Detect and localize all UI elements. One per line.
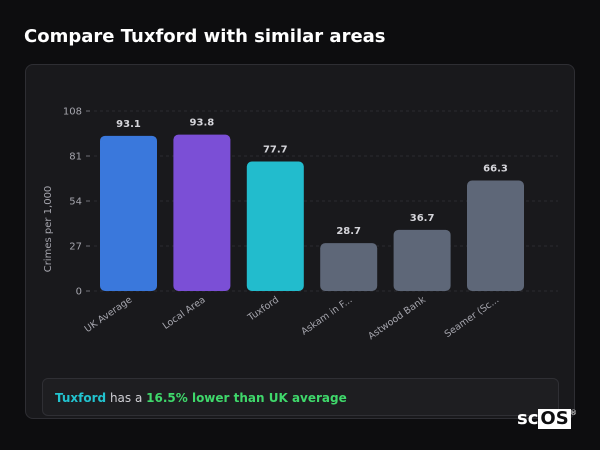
bar[interactable] bbox=[246, 161, 304, 292]
bar[interactable] bbox=[467, 180, 524, 292]
page-title: Compare Tuxford with similar areas bbox=[24, 26, 386, 47]
comparison-card: 0 27 54 81 108 Crimes per 1,000 93.1 93.8 77.7… bbox=[25, 64, 575, 419]
scos-logo: sc OS ® bbox=[517, 408, 577, 430]
logo-prefix: sc bbox=[517, 408, 539, 429]
y-axis-label: Crimes per 1,000 bbox=[43, 186, 54, 273]
y-tick-label: 81 bbox=[69, 152, 82, 163]
summary-middle-text: has a bbox=[106, 391, 147, 405]
summary-difference: 16.5% lower than UK average bbox=[146, 391, 347, 405]
bar[interactable] bbox=[100, 135, 157, 291]
summary-box: Tuxford has a 16.5% lower than UK averag… bbox=[42, 378, 559, 416]
data-labels: 93.1 93.8 77.7 28.7 36.7 66.3 bbox=[116, 118, 508, 238]
bar[interactable] bbox=[393, 229, 451, 291]
data-label: 28.7 bbox=[336, 226, 361, 237]
x-tick-label: Askam in F... bbox=[299, 294, 354, 337]
logo-registered-mark: ® bbox=[570, 409, 577, 417]
crime-comparison-chart: 0 27 54 81 108 Crimes per 1,000 93.1 93.8 77.7… bbox=[43, 107, 558, 342]
y-tick-label: 54 bbox=[69, 197, 82, 208]
bar[interactable] bbox=[320, 243, 378, 291]
x-tick-label: Tuxford bbox=[245, 294, 281, 324]
y-axis-ticks: 0 27 54 81 108 bbox=[63, 107, 90, 298]
data-label: 77.7 bbox=[263, 145, 288, 156]
summary-area-name: Tuxford bbox=[55, 391, 107, 405]
data-label: 36.7 bbox=[410, 213, 435, 224]
x-tick-label: Seamer (Sc... bbox=[443, 294, 502, 340]
bars bbox=[100, 134, 524, 292]
x-axis-ticks: UK Average Local Area Tuxford Askam in F...… bbox=[83, 294, 502, 342]
data-label: 93.1 bbox=[116, 119, 141, 130]
x-tick-label: Astwood Bank bbox=[366, 294, 428, 342]
x-tick-label: Local Area bbox=[161, 294, 208, 331]
data-label: 93.8 bbox=[190, 118, 215, 129]
y-tick-label: 108 bbox=[63, 107, 82, 118]
logo-boxed-text: OS bbox=[538, 408, 571, 429]
y-tick-label: 27 bbox=[69, 242, 82, 253]
data-label: 66.3 bbox=[483, 164, 508, 175]
bar[interactable] bbox=[173, 134, 231, 291]
x-tick-label: UK Average bbox=[83, 294, 135, 335]
y-tick-label: 0 bbox=[76, 287, 82, 298]
